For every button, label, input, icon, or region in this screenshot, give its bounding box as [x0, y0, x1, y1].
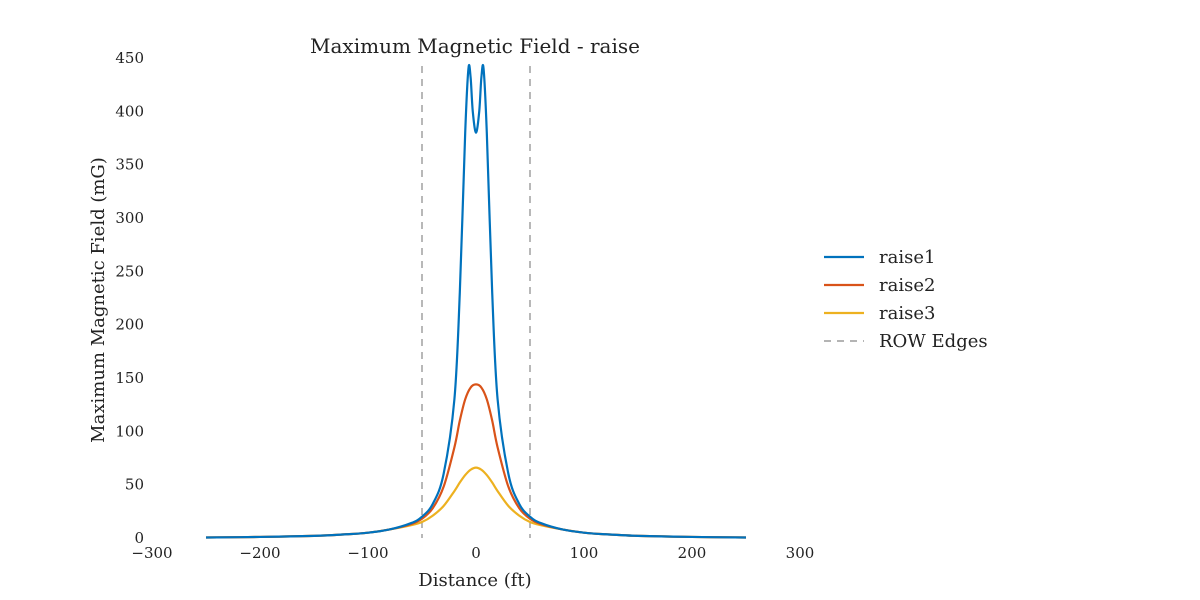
y-tick-label: 250 [115, 262, 144, 280]
x-tick-label: 300 [786, 544, 815, 562]
y-axis-label: Maximum Magnetic Field (mG) [88, 157, 109, 443]
y-tick-label: 50 [125, 476, 144, 494]
legend: raise1 raise2 raise3 ROW Edges [824, 247, 988, 352]
x-axis: −300 −200 −100 0 100 200 300 [131, 544, 814, 562]
x-axis-label: Distance (ft) [418, 570, 531, 591]
y-axis: 0 50 100 150 200 250 300 350 400 450 [115, 49, 144, 547]
legend-label-raise3: raise3 [879, 303, 935, 324]
legend-label-row-edges: ROW Edges [879, 331, 988, 352]
x-tick-label: −200 [239, 544, 280, 562]
series-line-raise3 [205, 466, 747, 539]
legend-label-raise2: raise2 [879, 275, 935, 296]
series-line-raise2 [205, 383, 747, 539]
x-tick-label: 200 [678, 544, 707, 562]
y-tick-label: 400 [115, 102, 144, 120]
y-tick-label: 200 [115, 316, 144, 334]
legend-label-raise1: raise1 [879, 247, 935, 268]
x-tick-label: 100 [570, 544, 599, 562]
y-axis-label-text: Maximum Magnetic Field (mG) [88, 157, 109, 443]
y-tick-label: 450 [115, 49, 144, 67]
y-tick-label: 350 [115, 156, 144, 174]
y-tick-label: 0 [134, 529, 144, 547]
x-tick-label: −100 [347, 544, 388, 562]
x-tick-label: 0 [471, 544, 481, 562]
series-line-raise1 [205, 64, 747, 539]
y-tick-label: 300 [115, 209, 144, 227]
chart-title: Maximum Magnetic Field - raise [310, 34, 640, 58]
plot-area [205, 64, 747, 539]
x-tick-label: −300 [131, 544, 172, 562]
x-axis-label-text: Distance (ft) [418, 570, 531, 591]
y-tick-label: 100 [115, 422, 144, 440]
y-tick-label: 150 [115, 369, 144, 387]
